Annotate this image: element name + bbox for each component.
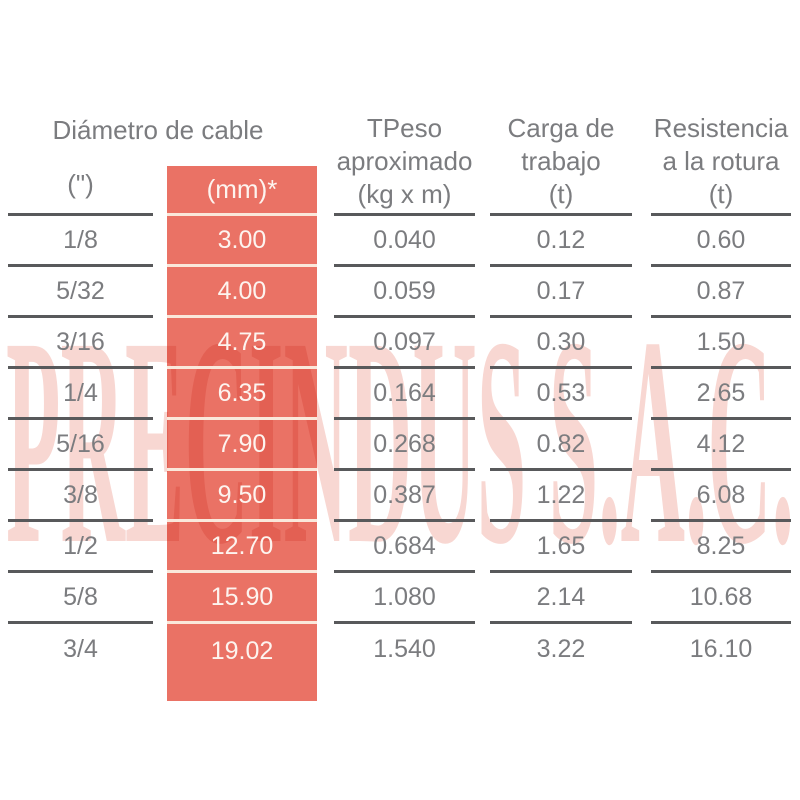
table-cell: 0.60: [651, 216, 791, 267]
table-cell: 1.65: [490, 522, 632, 573]
table-cell: 2.14: [490, 573, 632, 624]
column-header-mm: (mm)*: [167, 166, 317, 216]
table-cell: 3.00: [167, 216, 317, 267]
table-cell: 0.387: [334, 471, 475, 522]
table-cell: 4.00: [167, 267, 317, 318]
table-cell: 15.90: [167, 573, 317, 624]
table-cell: 0.059: [334, 267, 475, 318]
column-header-inches: ("): [8, 0, 153, 216]
table-cell: 0.87: [651, 267, 791, 318]
table-cell: 0.268: [334, 420, 475, 471]
column-header-resistencia: Resistencia a la rotura (t): [651, 0, 791, 216]
table-cell: 1/8: [8, 216, 153, 267]
column-header-carga-line1: Carga de: [507, 113, 615, 143]
table-cell: 3/16: [8, 318, 153, 369]
column-header-peso-line3: (kg x m): [357, 179, 452, 209]
table-cell: 16.10: [689, 635, 753, 663]
table-cell: 1/2: [8, 522, 153, 573]
table-cell: 6.35: [167, 369, 317, 420]
table-cell: 9.50: [167, 471, 317, 522]
column-header-mm-label: (mm)*: [206, 174, 278, 204]
table-cell: 1.540: [373, 635, 436, 663]
table-cell: 12.70: [167, 522, 317, 573]
table-cell: 0.097: [334, 318, 475, 369]
mm-column-highlight: [167, 166, 317, 701]
table-cell: 3/4: [63, 635, 98, 663]
table-cell: 1.22: [490, 471, 632, 522]
column-header-peso: TPeso aproximado (kg x m): [334, 0, 475, 216]
column-mm: (mm)* 3.00 4.00 4.75 6.35 7.90 9.50 12.7…: [167, 166, 317, 701]
group-header-diametro: Diámetro de cable: [52, 115, 264, 145]
table-cell: 1/4: [8, 369, 153, 420]
table-cell: 1.080: [334, 573, 475, 624]
column-header-carga: Carga de trabajo (t): [490, 0, 632, 216]
table-cell: 0.53: [490, 369, 632, 420]
table-cell: 8.25: [651, 522, 791, 573]
table-cell: 0.30: [490, 318, 632, 369]
column-header-resistencia-line1: Resistencia: [653, 113, 789, 143]
column-header-carga-line3: (t): [548, 179, 574, 209]
column-carga-trabajo: Carga de trabajo (t) 0.12 0.17 0.30 0.53…: [490, 0, 632, 675]
table-cell: 4.12: [651, 420, 791, 471]
table-cell: 0.164: [334, 369, 475, 420]
table-cell: 1.50: [651, 318, 791, 369]
column-header-carga-line2: trabajo: [521, 146, 601, 176]
column-peso-aproximado: TPeso aproximado (kg x m) 0.040 0.059 0.…: [334, 0, 475, 675]
table-cell: 5/16: [8, 420, 153, 471]
column-header-peso-line2: aproximado: [336, 146, 473, 176]
table-cell: 5/32: [8, 267, 153, 318]
column-header-inches-label: ("): [67, 169, 94, 199]
table-cell: 0.040: [334, 216, 475, 267]
table-cell: 0.12: [490, 216, 632, 267]
table-cell: 3.22: [536, 635, 586, 663]
table-cell: 0.82: [490, 420, 632, 471]
table-cell: 7.90: [167, 420, 317, 471]
table-cell: 19.02: [210, 637, 274, 665]
table-cell: 6.08: [651, 471, 791, 522]
table-cell: 0.684: [334, 522, 475, 573]
table-cell: 10.68: [651, 573, 791, 624]
table-cell: 2.65: [651, 369, 791, 420]
table-cell: 4.75: [167, 318, 317, 369]
table-cell: 3/8: [8, 471, 153, 522]
column-inches: (") 1/8 5/32 3/16 1/4 5/16 3/8 1/2 5/8 3…: [8, 0, 153, 675]
column-header-resistencia-line2: a la rotura: [662, 146, 780, 176]
column-header-resistencia-line3: (t): [708, 179, 734, 209]
table-cell: 5/8: [8, 573, 153, 624]
column-resistencia-rotura: Resistencia a la rotura (t) 0.60 0.87 1.…: [651, 0, 791, 675]
column-header-peso-line1: TPeso: [366, 113, 443, 143]
table-cell: 0.17: [490, 267, 632, 318]
